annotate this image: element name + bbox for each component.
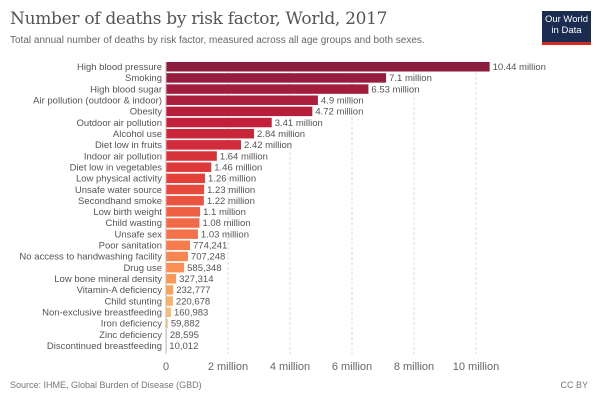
- bar: [166, 173, 206, 184]
- category-label: Child stunting: [104, 296, 162, 307]
- category-label: Low birth weight: [93, 207, 162, 218]
- category-label: Vitamin-A deficiency: [77, 285, 163, 296]
- category-label: Outdoor air pollution: [76, 118, 162, 129]
- x-tick-label: 2 million: [208, 361, 248, 373]
- x-tick-label: 0: [163, 361, 169, 373]
- bar: [166, 195, 204, 206]
- data-label: 1.1 million: [203, 207, 246, 218]
- data-label: 6.53 million: [371, 84, 419, 95]
- category-label: Discontinued breastfeeding: [47, 341, 162, 352]
- data-label: 2.42 million: [244, 140, 292, 151]
- category-label: Indoor air pollution: [84, 151, 162, 162]
- data-label: 1.64 million: [220, 151, 268, 162]
- category-label: Diet low in vegetables: [70, 162, 163, 173]
- bar: [166, 307, 171, 318]
- source-note[interactable]: Source: IHME, Global Burden of Disease (…: [10, 380, 202, 390]
- bar: [166, 229, 198, 239]
- category-label: High blood sugar: [90, 84, 162, 95]
- bar: [166, 274, 177, 284]
- data-label: 4.9 million: [321, 95, 364, 106]
- bar: [166, 128, 255, 139]
- data-label: 220,678: [176, 296, 210, 307]
- license-note[interactable]: CC BY: [560, 380, 588, 390]
- x-tick-label: 4 million: [270, 361, 310, 373]
- data-label: 10,012: [169, 341, 198, 352]
- data-label: 585,348: [187, 263, 221, 274]
- x-tick-label: 6 million: [332, 361, 372, 373]
- data-label: 774,241: [193, 241, 227, 252]
- data-label: 707,248: [191, 252, 225, 263]
- category-label: Alcohol use: [113, 129, 162, 140]
- bar: [166, 162, 212, 172]
- x-tick-label: 10 million: [453, 361, 499, 373]
- chart-title: Number of deaths by risk factor, World, …: [10, 9, 388, 29]
- bar: [166, 240, 191, 251]
- data-label: 10.44 million: [493, 62, 546, 73]
- category-label: Low bone mineral density: [54, 274, 162, 285]
- category-label: Child wasting: [106, 218, 163, 229]
- bar: [166, 251, 188, 262]
- data-label: 28,595: [170, 330, 199, 341]
- bar: [166, 84, 369, 94]
- data-label: 2.84 million: [257, 129, 305, 140]
- category-label: High blood pressure: [77, 62, 162, 73]
- bar: [166, 151, 217, 161]
- data-label: 1.23 million: [207, 185, 255, 196]
- category-label: No access to handwashing facility: [19, 252, 162, 263]
- bar: [166, 95, 318, 105]
- bar: [166, 73, 387, 83]
- data-label: 1.03 million: [201, 229, 249, 240]
- data-label: 1.22 million: [207, 196, 255, 207]
- owid-logo[interactable]: Our World in Data: [542, 11, 591, 45]
- data-label: 4.72 million: [315, 107, 363, 118]
- data-label: 59,882: [171, 319, 200, 330]
- bar: [166, 218, 200, 228]
- x-tick-label: 8 million: [394, 361, 434, 373]
- bar: [166, 296, 173, 306]
- data-label: 232,777: [176, 285, 210, 296]
- bar: [166, 207, 201, 217]
- category-label: Non-exclusive breastfeeding: [42, 308, 162, 319]
- category-label: Low physical activity: [76, 174, 162, 185]
- category-label: Secondhand smoke: [78, 196, 162, 207]
- data-label: 3.41 million: [275, 118, 323, 129]
- category-label: Poor sanitation: [99, 241, 162, 252]
- logo-text: Our World in Data: [544, 14, 589, 36]
- data-label: 1.46 million: [214, 162, 262, 173]
- category-label: Unsafe water source: [75, 185, 162, 196]
- category-label: Drug use: [123, 263, 162, 274]
- category-label: Zinc deficiency: [99, 330, 162, 341]
- data-label: 1.26 million: [208, 174, 256, 185]
- category-label: Obesity: [130, 107, 162, 118]
- data-label: 1.08 million: [202, 218, 250, 229]
- bar: [166, 140, 242, 150]
- bar: [166, 285, 174, 295]
- category-label: Iron deficiency: [101, 319, 163, 330]
- category-label: Diet low in fruits: [95, 140, 162, 151]
- chart-subtitle: Total annual number of deaths by risk fa…: [10, 35, 425, 46]
- category-label: Smoking: [125, 73, 162, 84]
- category-label: Unsafe sex: [114, 229, 162, 240]
- category-label: Air pollution (outdoor & indoor): [33, 95, 162, 106]
- bar: [166, 184, 205, 195]
- data-label: 7.1 million: [389, 73, 432, 84]
- bar: [166, 262, 185, 273]
- data-label: 327,314: [179, 274, 213, 285]
- data-label: 160,983: [174, 308, 208, 319]
- bar: [166, 106, 313, 117]
- bar: [166, 318, 168, 329]
- bar: [166, 117, 272, 128]
- bar: [166, 62, 490, 72]
